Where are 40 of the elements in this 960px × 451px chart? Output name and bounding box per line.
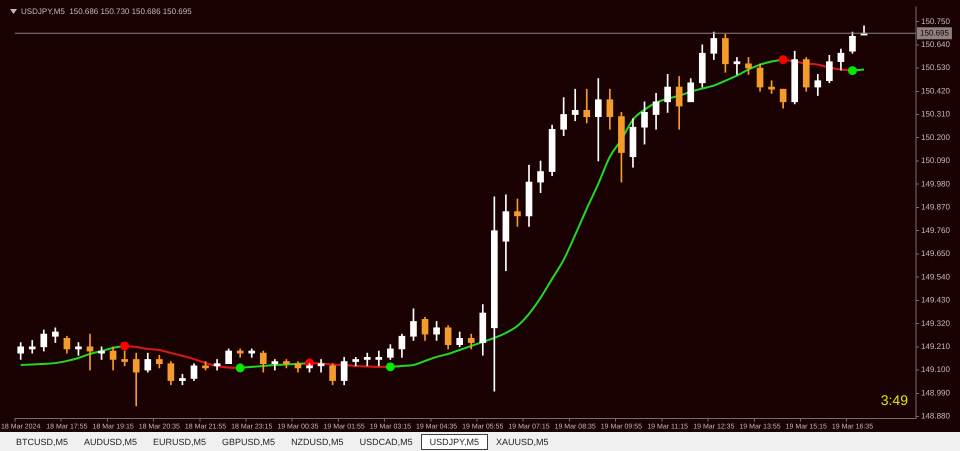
y-tick-label: 150.750 — [921, 16, 950, 26]
y-tick-label: 149.320 — [921, 318, 950, 328]
chart-title: USDJPY,M5 150.686 150.730 150.686 150.695 — [21, 7, 192, 16]
point — [848, 66, 857, 76]
candlestick — [734, 57, 740, 75]
annotation: 3:49 — [880, 392, 908, 408]
candlestick — [86, 334, 94, 370]
y-tick-label: 150.200 — [921, 132, 950, 142]
y-tick-label: 149.870 — [921, 202, 950, 212]
y-tick-label: 149.760 — [921, 226, 950, 235]
text: EURUSD,M5 — [152, 436, 208, 448]
candlestick — [318, 359, 324, 372]
ref-line-label: 150.695 — [920, 28, 950, 38]
y-tick-label: 150.310 — [921, 110, 950, 119]
y-tick-label: 150.420 — [921, 86, 950, 96]
y-tick-label: 149.430 — [921, 296, 950, 305]
y-tick-label: 150.640 — [921, 40, 950, 50]
text: GBPUSD,M5 — [221, 436, 276, 448]
point — [120, 341, 130, 350]
point — [386, 362, 395, 372]
y-tick-label: 149.540 — [921, 272, 950, 282]
y-tick-label: 149.650 — [921, 249, 950, 258]
text: USDJPY,M5 — [420, 434, 488, 450]
text: AUDUSD,M5 — [83, 436, 138, 448]
text: NZDUSD,M5 — [290, 436, 345, 448]
y-tick-label: 150.090 — [921, 156, 950, 166]
candlestick — [514, 198, 521, 227]
y-tick-label: 148.990 — [921, 388, 950, 398]
point — [236, 363, 245, 372]
text: BTCUSD,M5 — [15, 436, 70, 448]
candlestick — [98, 346, 105, 360]
y-tick-label: 149.980 — [921, 179, 950, 188]
y-tick-label: 148.880 — [921, 412, 950, 421]
y-tick-label: 149.100 — [921, 365, 950, 374]
y-tick-label: 149.210 — [921, 342, 950, 351]
text: USDCAD,M5 — [358, 436, 414, 448]
y-tick-label: 150.530 — [921, 63, 950, 72]
point — [778, 55, 788, 64]
candlestick — [75, 342, 82, 356]
text: XAUUSD,M5 — [494, 436, 550, 448]
